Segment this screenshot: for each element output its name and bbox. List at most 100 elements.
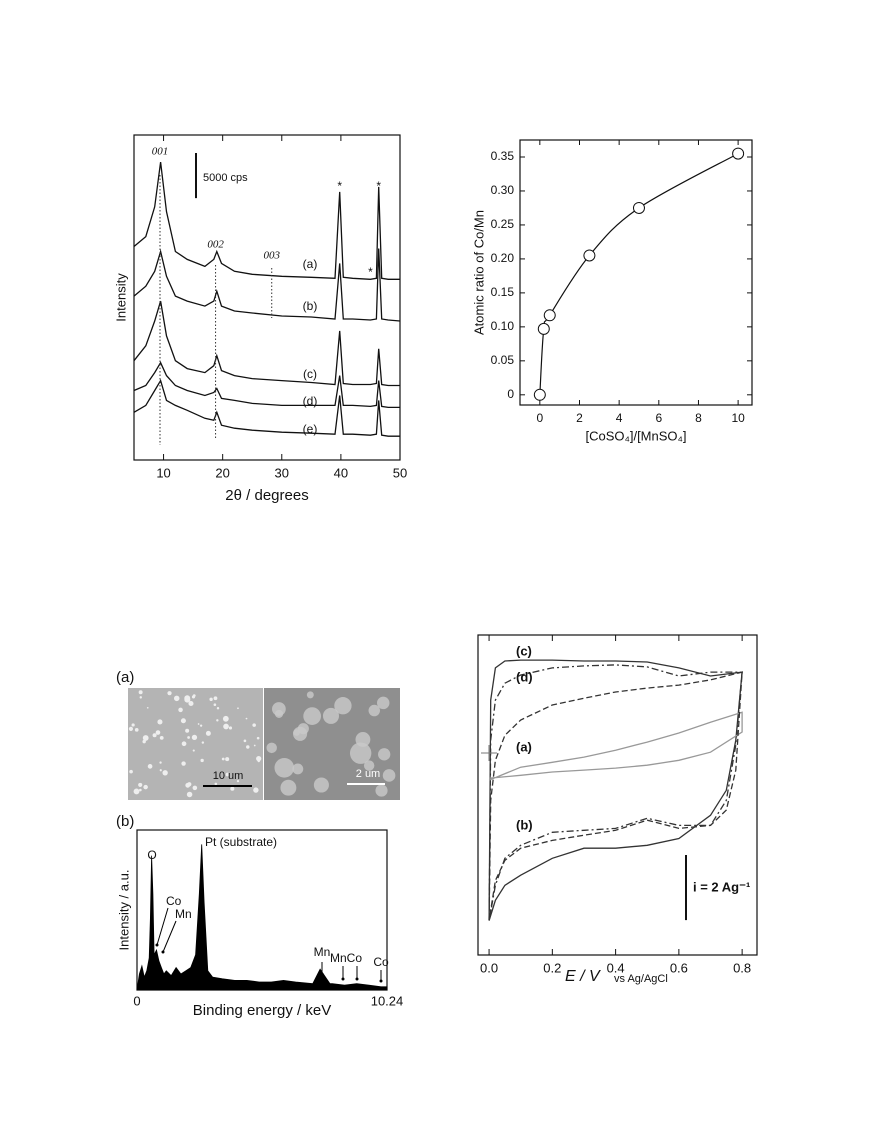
peak-arrow [156, 907, 169, 946]
sem-particle [186, 791, 193, 798]
sem-particle [138, 690, 143, 695]
reflection-label: 002 [207, 239, 224, 251]
reflection-label: 001 [152, 146, 169, 158]
data-point [533, 388, 546, 401]
sem-particle [252, 723, 256, 727]
sem-image [128, 688, 263, 800]
sem-particle [192, 785, 198, 791]
peak-arrow-head [379, 979, 383, 983]
image-scale-label: 2 um [356, 768, 380, 780]
x-tick-label: 0 [536, 411, 543, 425]
sem-particle [221, 757, 225, 761]
series-line [133, 162, 400, 280]
x-tick-label: 6 [655, 411, 662, 425]
sem-particle [162, 770, 168, 776]
sem-particle [216, 719, 219, 722]
scale-bar-label: i = 2 Ag⁻¹ [693, 879, 750, 894]
sem-particle [368, 704, 381, 717]
x-tick-label: 20 [215, 465, 229, 480]
x-tick-label: 10 [156, 465, 170, 480]
peak-arrow-head [355, 977, 359, 981]
sem-particle [349, 742, 372, 764]
sem-particle [363, 760, 375, 771]
peak-label: O [147, 848, 156, 862]
peak-arrow-head [341, 977, 345, 981]
x-tick-label: 10.24 [371, 993, 404, 1008]
x-tick-label: 40 [334, 465, 348, 480]
sem-particle [205, 730, 211, 736]
sem-particle [133, 788, 140, 795]
x-tick-label: 2 [576, 411, 583, 425]
y-tick-label: 0.35 [491, 149, 515, 163]
x-tick-label: 30 [275, 465, 289, 480]
y-axis-label: Intensity [113, 273, 128, 322]
y-axis-label: Atomic ratio of Co/Mn [471, 210, 486, 335]
sem-particle [199, 724, 203, 727]
sem-particle [256, 736, 260, 740]
series-label: (c) [303, 367, 317, 381]
image-scale-label: 10 um [213, 770, 244, 782]
data-point [543, 309, 556, 322]
fit-curve [539, 153, 739, 395]
sem-particle [228, 726, 233, 730]
data-point [732, 147, 745, 160]
sem-particle [197, 723, 200, 725]
sem-particle [216, 706, 220, 710]
sem-particle [192, 749, 195, 752]
sem-particle [236, 779, 240, 783]
peak-label: Mn [175, 907, 192, 921]
x-tick-label: 0.6 [670, 960, 688, 975]
series-line [133, 248, 401, 322]
data-point [583, 249, 596, 262]
x-tick-label: 0 [133, 993, 140, 1008]
sem-particle [225, 772, 230, 777]
sem-particle [297, 723, 309, 735]
x-axis-label: 2θ / degrees [225, 487, 308, 504]
series-label: (d) [303, 394, 318, 408]
sem-particle [146, 706, 149, 709]
sem-particle [128, 726, 133, 731]
peak-arrow-head [320, 972, 324, 976]
y-axis-label: Intensity / a.u. [116, 870, 131, 951]
sem-particle [222, 715, 229, 722]
sem-particle [246, 745, 250, 749]
y-tick-label: 0.15 [491, 285, 515, 299]
sem-particle [139, 788, 142, 792]
sem-particle [213, 696, 218, 701]
sem-particle [188, 700, 194, 707]
sem-particle [209, 697, 213, 702]
sem-particle [280, 779, 297, 796]
sem-particle [185, 728, 190, 733]
plot-frame [477, 634, 758, 956]
sem-particle [382, 769, 396, 782]
sem-particle [152, 733, 157, 738]
sem-particle [303, 707, 322, 725]
sem-particle [178, 707, 183, 713]
peak-arrow [162, 920, 177, 953]
sem-particle [274, 757, 295, 778]
sem-particle [191, 734, 198, 741]
sem-particle [243, 739, 247, 743]
sem-particle [293, 729, 300, 736]
series-line [133, 378, 400, 437]
impurity-mark: * [337, 179, 342, 193]
y-tick-label: 0.20 [491, 251, 515, 265]
sem-particle [157, 719, 163, 725]
x-tick-label: 4 [616, 411, 623, 425]
sem-particle [147, 764, 153, 769]
peak-arrow-head [155, 943, 159, 947]
sem-particle [313, 777, 329, 793]
series-label: (c) [516, 643, 532, 658]
sem-particle [159, 735, 164, 740]
x-tick-label: 8 [695, 411, 702, 425]
sem-particle [274, 709, 284, 718]
x-tick-label: 10 [731, 411, 745, 425]
x-tick-label: 0.2 [543, 960, 561, 975]
series-line [133, 300, 400, 387]
peak-label: Mn [314, 945, 331, 959]
sem-particle [142, 739, 146, 744]
sem-particle [139, 696, 142, 699]
y-tick-label: 0.05 [491, 353, 515, 367]
